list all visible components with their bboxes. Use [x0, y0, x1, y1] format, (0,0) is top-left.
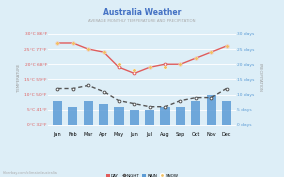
Bar — [83, 101, 93, 125]
Point — [224, 45, 229, 47]
Point — [178, 63, 183, 66]
Y-axis label: PRECIPITATION: PRECIPITATION — [257, 63, 262, 92]
Point — [193, 57, 198, 60]
Y-axis label: TEMPERATURE: TEMPERATURE — [18, 64, 22, 92]
Bar — [68, 107, 78, 125]
Text: hikerbay.com/climate/australia: hikerbay.com/climate/australia — [3, 171, 58, 175]
Point — [147, 66, 152, 69]
Point — [55, 42, 60, 44]
Bar — [160, 107, 170, 125]
Legend: DAY, NIGHT, RAIN, SNOW: DAY, NIGHT, RAIN, SNOW — [106, 174, 178, 177]
Bar — [206, 95, 216, 125]
Point — [117, 63, 121, 66]
Bar — [176, 107, 185, 125]
Title: Australia Weather: Australia Weather — [103, 8, 181, 17]
Point — [209, 51, 213, 53]
Point — [163, 66, 167, 69]
Point — [132, 69, 137, 72]
Bar — [145, 110, 154, 125]
Text: AVERAGE MONTHLY TEMPERATURE AND PRECIPITATION: AVERAGE MONTHLY TEMPERATURE AND PRECIPIT… — [88, 19, 196, 23]
Bar — [53, 101, 62, 125]
Point — [101, 51, 106, 53]
Bar — [99, 104, 108, 125]
Bar — [222, 101, 231, 125]
Point — [86, 48, 91, 50]
Bar — [114, 107, 124, 125]
Point — [71, 42, 75, 44]
Bar — [130, 110, 139, 125]
Bar — [191, 101, 201, 125]
